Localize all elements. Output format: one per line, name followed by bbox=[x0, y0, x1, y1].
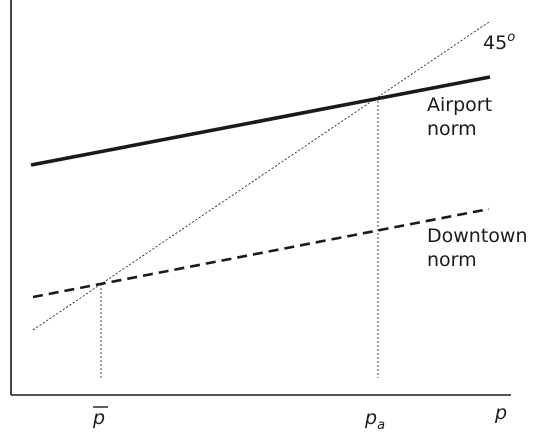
airport-norm-label-line2: norm bbox=[427, 118, 477, 140]
45-degree-label: 45o bbox=[483, 30, 515, 54]
airport-norm-line bbox=[30, 75, 491, 167]
downtown-norm-label-line1: Downtown bbox=[427, 225, 528, 247]
p-a-label: pa bbox=[364, 407, 385, 433]
p-bar-label: p bbox=[92, 407, 105, 429]
downtown-norm-line bbox=[32, 207, 490, 299]
x-axis-label: p bbox=[494, 402, 507, 424]
p-a-base: p bbox=[364, 407, 377, 429]
45-degree-value: 45 bbox=[483, 32, 507, 54]
45-degree-superscript: o bbox=[507, 30, 515, 45]
downtown-norm-label-line2: norm bbox=[427, 249, 477, 271]
airport-norm-label-line1: Airport bbox=[427, 94, 492, 116]
p-a-subscript: a bbox=[377, 418, 385, 433]
